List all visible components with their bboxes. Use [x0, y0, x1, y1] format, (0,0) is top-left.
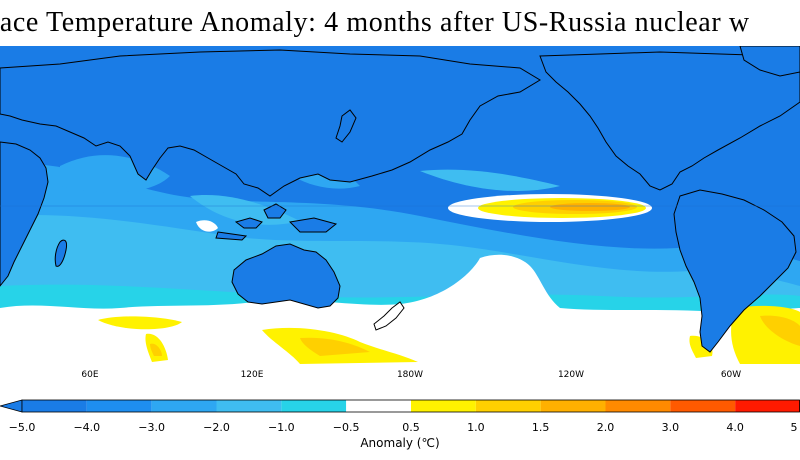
lon-label-120w: 120W	[557, 370, 585, 380]
continents	[0, 46, 800, 353]
continent-japan	[335, 109, 357, 143]
continent-indonesia	[215, 203, 338, 241]
anomaly-patch-white	[196, 220, 218, 232]
anomaly-southern-warmer	[150, 315, 800, 356]
colorbar-cell	[670, 400, 736, 412]
continent-madagascar	[54, 239, 67, 267]
colorbar-tick-label: 4.0	[726, 421, 744, 434]
colorbar-cell	[411, 400, 476, 412]
colorbar-tick-label: 0.5	[402, 421, 420, 434]
colorbar-tick-label: −5.0	[8, 421, 36, 434]
colorbar-cell	[281, 400, 347, 412]
colorbar	[0, 399, 800, 413]
colorbar-label: Anomaly (℃)	[360, 436, 440, 450]
lon-label-180w: 180W	[396, 370, 424, 380]
continent-australia	[231, 243, 341, 309]
continent-new-zealand	[373, 301, 405, 331]
colorbar-cell	[86, 400, 152, 412]
colorbar-cell	[151, 400, 217, 412]
continent-greenland	[739, 46, 800, 77]
colorbar-cell	[735, 400, 800, 412]
continent-south-america	[673, 189, 797, 353]
colorbar-tick-label: −0.5	[332, 421, 360, 434]
colorbar-tick-label: 3.0	[661, 421, 680, 434]
colorbar-tick-label: −3.0	[138, 421, 166, 434]
colorbar-cell	[540, 400, 606, 412]
lon-label-60w: 60W	[720, 370, 742, 380]
colorbar-cell	[346, 400, 411, 412]
lon-label-60e: 60E	[81, 370, 99, 380]
map-title-text: rface Temperature Anomaly: 4 months afte…	[0, 7, 750, 38]
colorbar-cell	[216, 400, 282, 412]
continent-eurasia	[0, 49, 541, 197]
colorbar-tick-label: −1.0	[267, 421, 295, 434]
lon-label-120e: 120E	[240, 370, 264, 380]
temperature-anomaly-map	[0, 46, 800, 364]
colorbar-cell	[605, 400, 671, 412]
colorbar-tick-label: −2.0	[203, 421, 230, 434]
anomaly-warm-tongue	[448, 194, 652, 222]
colorbar-tick-label: 1.5	[531, 421, 550, 434]
colorbar-cell	[22, 400, 87, 412]
colorbar-tick-label: 5	[790, 421, 798, 434]
colorbar-extend-left	[0, 399, 23, 413]
map-title: rface Temperature Anomaly: 4 months afte…	[0, 0, 800, 46]
colorbar-tick-label: 2.0	[596, 421, 615, 434]
colorbar-tick-label: −4.0	[73, 421, 101, 434]
colorbar-cell	[475, 400, 541, 412]
colorbar-tick-label: 1.0	[467, 421, 485, 434]
